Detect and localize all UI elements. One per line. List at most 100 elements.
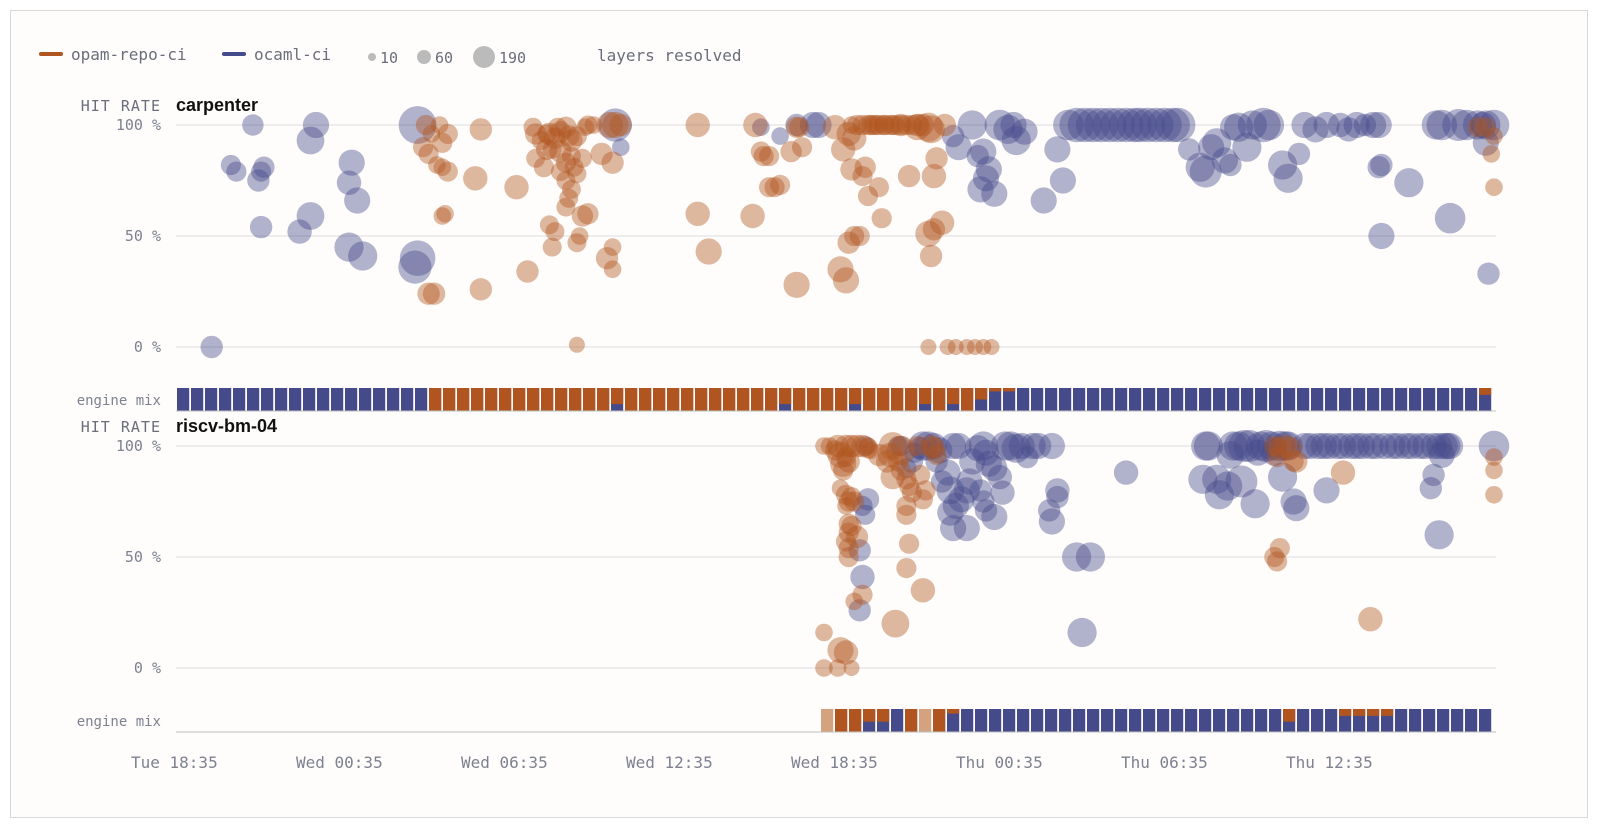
data-point-ocaml-ci	[1191, 431, 1221, 461]
data-point-ocaml-ci	[1237, 110, 1267, 140]
data-point-opam-repo-ci	[901, 482, 923, 503]
x-tick-label: Wed 06:35	[461, 753, 548, 772]
data-point-opam-repo-ci	[888, 451, 909, 472]
data-point-ocaml-ci	[1283, 495, 1310, 522]
data-point-opam-repo-ci	[920, 339, 937, 355]
data-point-opam-repo-ci	[764, 177, 785, 198]
data-point-opam-repo-ci	[904, 114, 931, 141]
x-tick-label: Thu 06:35	[1121, 753, 1208, 772]
engine-mix-bar-opam	[695, 388, 708, 411]
data-point-opam-repo-ci	[871, 208, 892, 229]
data-point-ocaml-ci	[1442, 109, 1475, 141]
data-point-opam-repo-ci	[917, 115, 945, 144]
x-tick-label: Tue 18:35	[131, 753, 218, 772]
data-point-opam-repo-ci	[844, 491, 865, 512]
data-point-opam-repo-ci	[958, 339, 975, 355]
data-point-opam-repo-ci	[899, 533, 920, 554]
engine-mix-bar	[1409, 388, 1422, 411]
engine-mix-bar-opam	[751, 388, 764, 411]
engine-mix-bar	[1101, 388, 1114, 411]
data-point-opam-repo-ci	[827, 256, 854, 283]
data-point-opam-repo-ci	[603, 260, 622, 279]
data-point-opam-repo-ci	[567, 164, 587, 184]
engine-mix-bar	[1451, 388, 1464, 411]
data-point-opam-repo-ci	[1485, 486, 1503, 504]
engine-mix-bar	[233, 388, 246, 411]
engine-mix-bar	[1185, 388, 1198, 411]
data-point-ocaml-ci	[945, 432, 972, 460]
engine-mix-bar	[1325, 709, 1338, 732]
data-point-opam-repo-ci	[967, 339, 983, 355]
data-point-ocaml-ci	[398, 106, 437, 144]
engine-mix-bar	[1437, 709, 1450, 732]
engine-mix-bar	[191, 388, 204, 411]
data-point-ocaml-ci	[908, 437, 932, 460]
data-point-ocaml-ci	[752, 118, 770, 136]
data-point-opam-repo-ci	[1283, 451, 1304, 472]
data-point-ocaml-ci	[1189, 155, 1222, 188]
data-point-ocaml-ci	[981, 180, 1008, 207]
engine-mix-bar-opam	[1381, 709, 1394, 716]
data-point-opam-repo-ci	[899, 475, 920, 497]
data-point-opam-repo-ci	[792, 137, 813, 158]
y-axis-title: HIT RATE	[81, 97, 161, 115]
data-point-opam-repo-ci	[838, 522, 859, 543]
engine-mix-bar	[387, 388, 400, 411]
data-point-ocaml-ci	[220, 154, 241, 176]
data-point-opam-repo-ci	[831, 479, 850, 498]
data-point-opam-repo-ci	[835, 447, 857, 468]
data-point-ocaml-ci	[1469, 111, 1497, 139]
engine-mix-bar	[1255, 388, 1268, 411]
engine-mix-bar	[1185, 709, 1198, 732]
data-point-ocaml-ci	[1398, 432, 1425, 460]
data-point-ocaml-ci	[1038, 508, 1065, 535]
engine-mix-bar	[1199, 388, 1212, 411]
data-point-opam-repo-ci	[841, 515, 862, 536]
data-point-opam-repo-ci	[590, 142, 613, 166]
data-point-ocaml-ci	[948, 486, 975, 513]
data-point-opam-repo-ci	[844, 225, 865, 247]
data-point-opam-repo-ci	[845, 592, 863, 611]
data-point-opam-repo-ci	[915, 220, 942, 247]
data-point-ocaml-ci	[1422, 463, 1445, 487]
data-point-opam-repo-ci	[828, 659, 847, 677]
data-point-ocaml-ci	[1001, 433, 1031, 463]
engine-mix-bar	[1255, 709, 1268, 732]
data-point-ocaml-ci	[1008, 432, 1035, 460]
data-point-opam-repo-ci	[835, 484, 857, 505]
legend-size-dot	[368, 53, 376, 61]
data-point-ocaml-ci	[996, 431, 1026, 461]
data-point-opam-repo-ci	[857, 114, 879, 136]
engine-mix-bar	[345, 388, 358, 411]
engine-mix-bar	[1059, 709, 1072, 732]
data-point-ocaml-ci	[956, 468, 983, 495]
engine-mix-bar	[1269, 388, 1282, 411]
data-point-opam-repo-ci	[568, 336, 585, 353]
data-point-opam-repo-ci	[852, 166, 873, 187]
data-point-ocaml-ci	[936, 476, 965, 505]
data-point-opam-repo-ci	[531, 131, 551, 150]
engine-mix-bar	[1143, 388, 1156, 411]
data-point-ocaml-ci	[1216, 441, 1245, 469]
data-point-opam-repo-ci	[826, 434, 849, 458]
data-point-ocaml-ci	[1328, 112, 1353, 138]
data-point-ocaml-ci	[1038, 499, 1061, 522]
data-point-opam-repo-ci	[939, 339, 956, 355]
engine-mix-bar-opam	[471, 388, 484, 411]
engine-mix-bar	[1045, 709, 1058, 732]
data-point-ocaml-ci	[930, 470, 954, 493]
data-point-opam-repo-ci	[759, 146, 780, 167]
data-point-opam-repo-ci	[846, 114, 868, 136]
data-point-ocaml-ci	[287, 219, 312, 244]
data-point-ocaml-ci	[972, 490, 995, 513]
data-point-ocaml-ci	[953, 477, 980, 504]
data-point-opam-repo-ci	[901, 114, 923, 136]
engine-mix-bar	[1241, 709, 1254, 732]
data-point-ocaml-ci	[1406, 432, 1433, 460]
data-point-opam-repo-ci	[890, 460, 912, 481]
data-point-opam-repo-ci	[602, 111, 629, 139]
engine-mix-bar-opam	[933, 709, 946, 732]
data-point-opam-repo-ci	[609, 113, 632, 137]
engine-mix-bar	[219, 388, 232, 411]
data-point-opam-repo-ci	[428, 156, 446, 174]
